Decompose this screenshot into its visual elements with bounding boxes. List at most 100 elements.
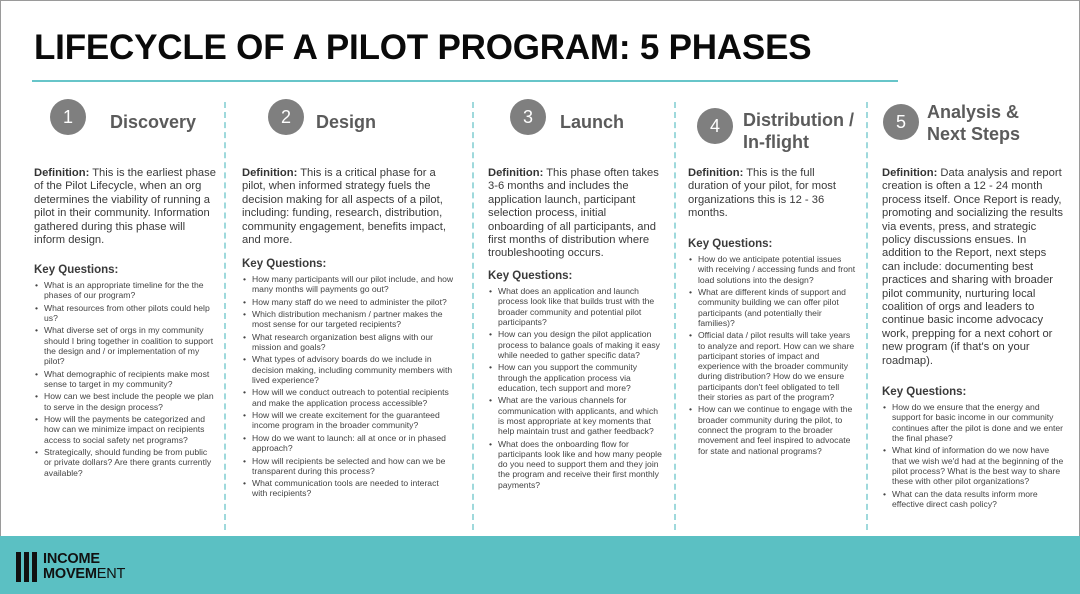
definition-text: Data analysis and report creation is oft…	[882, 167, 1063, 367]
column-separator	[674, 102, 676, 530]
phase-title: Distribution / In-flight	[743, 109, 854, 153]
list-item: • What are different kinds of support and…	[689, 286, 846, 328]
list-item: • What kind of information do we now have…	[883, 445, 1064, 487]
question-text: How will we create excitement for the gu…	[252, 410, 440, 431]
definition-label: Definition:	[688, 167, 744, 179]
phase-number-badge: 4	[697, 108, 733, 144]
key-questions-list: • How do we anticipate potential issues w…	[688, 254, 858, 458]
list-item: • How will we create excitement for the g…	[243, 410, 440, 431]
phase-title: Discovery	[110, 112, 197, 132]
question-text: Which distribution mechanism / partner m…	[252, 309, 443, 330]
question-text: How can you design the pilot application…	[498, 329, 660, 360]
question-text: How can we continue to engage with the b…	[698, 404, 853, 456]
definition-text: This is the earliest phase of the Pilot …	[34, 167, 216, 247]
question-text: What demographic of recipients make most…	[44, 368, 210, 389]
list-item: • Strategically, should funding be from p…	[35, 447, 212, 478]
phase-definition: Definition: Data analysis and report cre…	[882, 167, 1064, 368]
list-item: • How do we anticipate potential issues w…	[689, 254, 856, 285]
title-divider	[32, 80, 898, 82]
list-item: • How do we want to launch: all at once o…	[243, 432, 446, 454]
phase-column-discovery: 1 Discovery Definition: This is the earl…	[34, 96, 216, 532]
list-item: • What types of advisory boards do we inc…	[243, 354, 453, 386]
key-questions-list: • How do we ensure that the energy and su…	[882, 402, 1064, 511]
list-item: • Official data / pilot results will take…	[689, 330, 855, 403]
page-title: LIFECYCLE OF A PILOT PROGRAM: 5 PHASES	[34, 28, 812, 67]
phase-definition: Definition: This phase often takes 3-6 m…	[488, 167, 664, 261]
question-text: How many participants will our pilot inc…	[252, 274, 454, 295]
key-questions-heading: Key Questions:	[688, 238, 773, 250]
question-text: How do we want to launch: all at once or…	[252, 432, 446, 454]
phase-column-distribution: 4 Distribution / In-flight Definition: T…	[688, 96, 858, 532]
column-separator	[472, 102, 474, 530]
list-item: • What can the data results inform more e…	[883, 488, 1038, 509]
logo-text: INCOME MOVEMENT	[43, 552, 125, 582]
logo-line-2: MOVEMENT	[43, 567, 125, 582]
list-item: • How can you design the pilot applicatio…	[489, 329, 660, 360]
key-questions-heading: Key Questions:	[882, 386, 967, 398]
list-item: • What does the onboarding flow for parti…	[489, 438, 662, 490]
list-item: • How will recipients be selected and how…	[243, 455, 446, 476]
phase-title: Launch	[560, 112, 625, 132]
phase-column-design: 2 Design Definition: This is a critical …	[242, 96, 456, 532]
key-questions-list: • How many participants will our pilot in…	[242, 274, 456, 501]
phase-header: 5 Analysis & Next Steps	[883, 99, 1020, 145]
list-item: • What demographic of recipients make mos…	[35, 368, 210, 389]
list-item: • What does an application and launch pro…	[489, 286, 655, 327]
list-item: • What communication tools are needed to …	[243, 478, 439, 499]
question-text: How can you support the community throug…	[498, 362, 637, 393]
logo-line-2-bold: MOVEM	[43, 566, 97, 582]
definition-text: This is a critical phase for a pilot, wh…	[242, 167, 446, 247]
list-item: • What is an appropriate timeline for the…	[35, 280, 204, 301]
list-item: • How will the payments be categorized an…	[35, 414, 205, 445]
column-separator	[224, 102, 226, 530]
phase-header: 1 Discovery	[50, 99, 196, 135]
key-questions-heading: Key Questions:	[488, 270, 573, 282]
phase-header: 3 Launch	[510, 99, 624, 135]
question-text: What does the onboarding flow for partic…	[498, 438, 662, 490]
phase-column-analysis: 5 Analysis & Next Steps Definition: Data…	[882, 96, 1064, 532]
list-item: • Which distribution mechanism / partner …	[243, 309, 443, 330]
definition-text: This is the full duration of your pilot,…	[688, 167, 836, 220]
list-item: • How can we continue to engage with the …	[689, 404, 853, 456]
question-text: What does an application and launch proc…	[498, 286, 655, 327]
question-text: How do we ensure that the energy and sup…	[892, 402, 1064, 443]
phase-number-badge: 5	[883, 104, 919, 140]
phase-title-line: Distribution /	[743, 110, 854, 130]
list-item: • How do we ensure that the energy and su…	[883, 402, 1064, 443]
question-text: What types of advisory boards do we incl…	[252, 354, 453, 386]
list-item: • How many staff do we need to administer…	[243, 296, 447, 307]
list-item: • How can we best include the people we p…	[35, 391, 214, 412]
question-text: What are the various channels for commun…	[498, 395, 659, 437]
phase-definition: Definition: This is the earliest phase o…	[34, 167, 216, 247]
question-text: Official data / pilot results will take …	[698, 330, 855, 403]
list-item: • What resources from other pilots could …	[35, 302, 210, 323]
key-questions-heading: Key Questions:	[242, 258, 327, 270]
definition-label: Definition:	[242, 167, 298, 179]
list-item: • What are the various channels for commu…	[489, 395, 659, 437]
definition-label: Definition:	[34, 167, 90, 179]
definition-label: Definition:	[882, 167, 938, 179]
phase-number-badge: 2	[268, 99, 304, 135]
logo-bars-icon	[16, 552, 37, 582]
question-text: What communication tools are needed to i…	[252, 478, 439, 499]
phase-title: Design	[316, 112, 377, 132]
phase-title-line: Next Steps	[927, 124, 1021, 144]
question-text: How will the payments be categorized and…	[44, 414, 205, 445]
definition-text: This phase often takes 3-6 months and in…	[488, 167, 659, 260]
column-separator	[866, 102, 868, 530]
question-text: What is an appropriate timeline for the …	[44, 280, 204, 301]
phase-title: Analysis & Next Steps	[927, 101, 1020, 145]
key-questions-list: • What is an appropriate timeline for the…	[34, 280, 216, 480]
question-text: How do we anticipate potential issues wi…	[698, 254, 856, 285]
question-text: How will we conduct outreach to potentia…	[252, 387, 449, 408]
question-text: What diverse set of orgs in my community…	[44, 325, 214, 367]
phase-title-line: Analysis &	[927, 102, 1020, 122]
list-item: • How can you support the community throu…	[489, 362, 637, 393]
question-text: How will recipients be selected and how …	[252, 455, 446, 476]
key-questions-list: • What does an application and launch pro…	[488, 286, 664, 492]
phase-number-badge: 3	[510, 99, 546, 135]
phase-definition: Definition: This is a critical phase for…	[242, 167, 452, 247]
question-text: Strategically, should funding be from pu…	[44, 447, 212, 478]
question-text: What kind of information do we now have …	[892, 445, 1064, 487]
footer-bar: INCOME MOVEMENT	[0, 536, 1080, 594]
